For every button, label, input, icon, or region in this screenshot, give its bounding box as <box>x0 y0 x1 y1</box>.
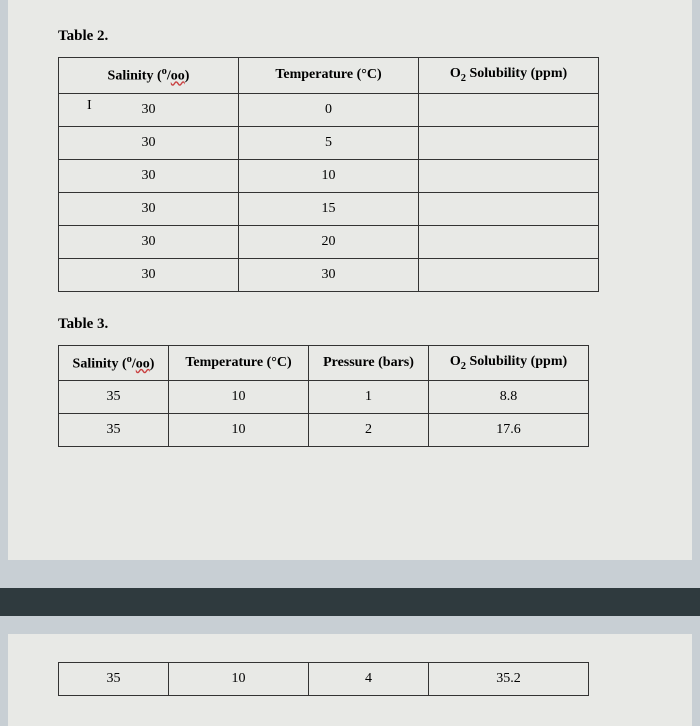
cell-o2 <box>419 126 599 159</box>
table-row: 35 10 2 17.6 <box>59 414 589 447</box>
table-row: 30 30 <box>59 258 599 291</box>
cell-temperature: 20 <box>239 225 419 258</box>
table3-header-temperature: Temperature (°C) <box>169 345 309 381</box>
table-row: I 30 0 <box>59 93 599 126</box>
cell-temperature: 0 <box>239 93 419 126</box>
table3-top: Salinity (o/oo) Temperature (°C) Pressur… <box>58 345 589 448</box>
cell-temperature: 30 <box>239 258 419 291</box>
cell-salinity: 30 <box>59 225 239 258</box>
page-divider-bar <box>0 588 700 616</box>
cell-temperature: 10 <box>169 663 309 696</box>
cell-o2: 17.6 <box>429 414 589 447</box>
cell-salinity: 30 <box>59 126 239 159</box>
cell-o2 <box>419 192 599 225</box>
table-row: 30 5 <box>59 126 599 159</box>
cell-salinity: 30 <box>59 159 239 192</box>
table3-header-o2: O2 Solubility (ppm) <box>429 345 589 381</box>
cell-salinity: 30 <box>59 258 239 291</box>
table2-title: Table 2. <box>58 28 652 45</box>
table3-header-pressure: Pressure (bars) <box>309 345 429 381</box>
cell-salinity: 35 <box>59 414 169 447</box>
page-gap <box>0 616 700 634</box>
table-row: 30 15 <box>59 192 599 225</box>
table3-title: Table 3. <box>58 316 652 333</box>
cell-o2: 35.2 <box>429 663 589 696</box>
cell-salinity[interactable]: I 30 <box>59 93 239 126</box>
cell-o2 <box>419 258 599 291</box>
cell-o2 <box>419 93 599 126</box>
cell-o2 <box>419 225 599 258</box>
table-row: 35 10 1 8.8 <box>59 381 589 414</box>
table3-bottom: 35 10 4 35.2 <box>58 662 589 696</box>
table2-header-o2: O2 Solubility (ppm) <box>419 58 599 94</box>
cell-salinity: 30 <box>59 192 239 225</box>
cell-o2: 8.8 <box>429 381 589 414</box>
cell-temperature: 10 <box>239 159 419 192</box>
cell-salinity: 35 <box>59 663 169 696</box>
cell-temperature: 15 <box>239 192 419 225</box>
table3-header-salinity: Salinity (o/oo) <box>59 345 169 381</box>
table2-header-temperature: Temperature (°C) <box>239 58 419 94</box>
table-row: 30 10 <box>59 159 599 192</box>
cell-pressure: 1 <box>309 381 429 414</box>
cell-o2 <box>419 159 599 192</box>
table-row: 35 10 4 35.2 <box>59 663 589 696</box>
cell-pressure: 4 <box>309 663 429 696</box>
cell-pressure: 2 <box>309 414 429 447</box>
table-row: 30 20 <box>59 225 599 258</box>
cell-temperature: 5 <box>239 126 419 159</box>
cell-temperature: 10 <box>169 381 309 414</box>
table2: Salinity (o/oo) Temperature (°C) O2 Solu… <box>58 57 599 292</box>
cell-temperature: 10 <box>169 414 309 447</box>
table2-header-salinity: Salinity (o/oo) <box>59 58 239 94</box>
cell-salinity: 35 <box>59 381 169 414</box>
